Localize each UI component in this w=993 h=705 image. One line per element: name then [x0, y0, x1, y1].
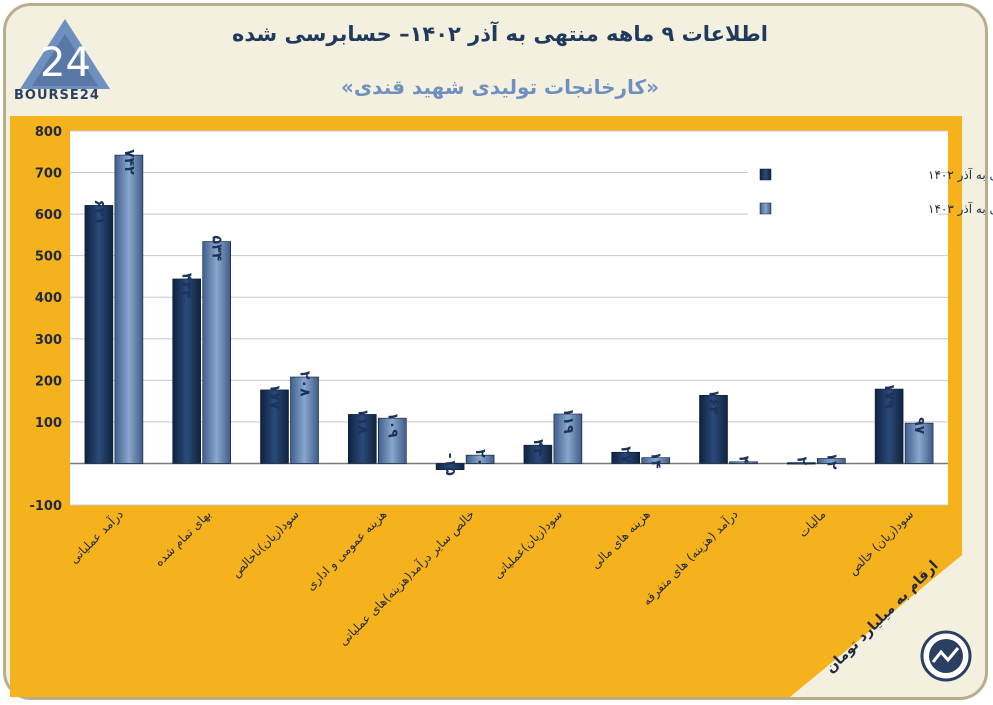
y-tick-label: 700 — [35, 167, 62, 182]
bar-series-2 — [904, 422, 934, 464]
legend-label: عملکرد منتهی به آذر ۱۴۰۲ — [928, 167, 993, 183]
y-tick-label: 200 — [35, 374, 62, 389]
bourse24-logo-icon: 24 — [20, 19, 110, 89]
legend — [748, 155, 938, 225]
bar-series-2 — [465, 454, 495, 464]
y-tick-label: -100 — [29, 499, 62, 514]
bar-value-label: ۱۱۸ — [354, 408, 370, 434]
bar-series-2 — [377, 417, 407, 464]
bar-series-2 — [202, 241, 231, 464]
bar-value-label: ۱۱۹ — [560, 408, 576, 434]
y-tick-label: 100 — [35, 416, 62, 431]
bar-value-label: ۲۰۸ — [297, 371, 313, 397]
footer-badge — [920, 630, 972, 682]
bar-series-1 — [435, 463, 465, 470]
bar-value-label: ۴۴ — [530, 439, 546, 457]
bar-value-label: ۶۲۱ — [91, 199, 107, 225]
bar-value-label: ۴۴۴ — [179, 273, 195, 299]
bar-value-label: ۱۷۹ — [881, 383, 897, 409]
bar-series-2 — [114, 154, 144, 464]
y-tick-label: 600 — [35, 208, 62, 223]
bar-series-1 — [84, 205, 114, 464]
page-title: اطلاعات ۹ ماهه منتهی به آذر ۱۴۰۲– حسابرس… — [232, 22, 768, 46]
bar-value-label: ۷۴۲ — [121, 149, 137, 175]
bar-series-1 — [874, 388, 904, 464]
y-tick-label: 400 — [35, 291, 62, 306]
bar-series-1 — [347, 414, 377, 464]
y-tick-label: 500 — [35, 250, 62, 265]
legend-swatch — [759, 168, 772, 181]
y-tick-label: 800 — [35, 125, 62, 140]
bar-series-2 — [816, 458, 846, 464]
bar-value-label: ۱۰۹ — [384, 412, 400, 438]
page-subtitle: «کارخانجات تولیدی شهید قندی» — [340, 75, 660, 99]
bar-series-1 — [786, 462, 816, 465]
bar-series-2 — [553, 413, 583, 464]
bar-value-label: ۱۴ — [648, 452, 664, 470]
bar-series-1 — [611, 451, 641, 464]
bar-value-label: ۱۶۴ — [706, 389, 722, 415]
bar-series-1 — [523, 444, 553, 464]
legend-label: عملکرد منتهی به آذر ۱۴۰۳ — [928, 201, 993, 217]
bar-value-label: ۲۷ — [618, 446, 634, 464]
bar-value-label: ۴ — [736, 456, 752, 465]
bar-value-label: ۲ — [793, 457, 809, 466]
bar-value-label: ۱۷۷ — [267, 384, 283, 410]
bar-series-1 — [172, 278, 201, 464]
bar-value-label: ۵۳۴ — [209, 236, 225, 262]
bar-series-1 — [260, 389, 289, 464]
y-tick-label: 300 — [35, 333, 62, 348]
logo-text: BOURSE24 — [14, 88, 100, 103]
bar-series-2 — [641, 457, 671, 464]
bar-series-2 — [729, 461, 758, 464]
bar-series-2 — [290, 376, 319, 464]
bar-value-label: -۱۵ — [442, 453, 458, 476]
logo-mark: 24 — [40, 40, 91, 86]
legend-swatch — [759, 202, 772, 215]
bar-value-label: ۹۷ — [911, 417, 927, 435]
bar-value-label: ۱۲ — [823, 452, 839, 470]
bar-value-label: ۲۰ — [472, 449, 488, 466]
bar-series-1 — [699, 394, 728, 464]
